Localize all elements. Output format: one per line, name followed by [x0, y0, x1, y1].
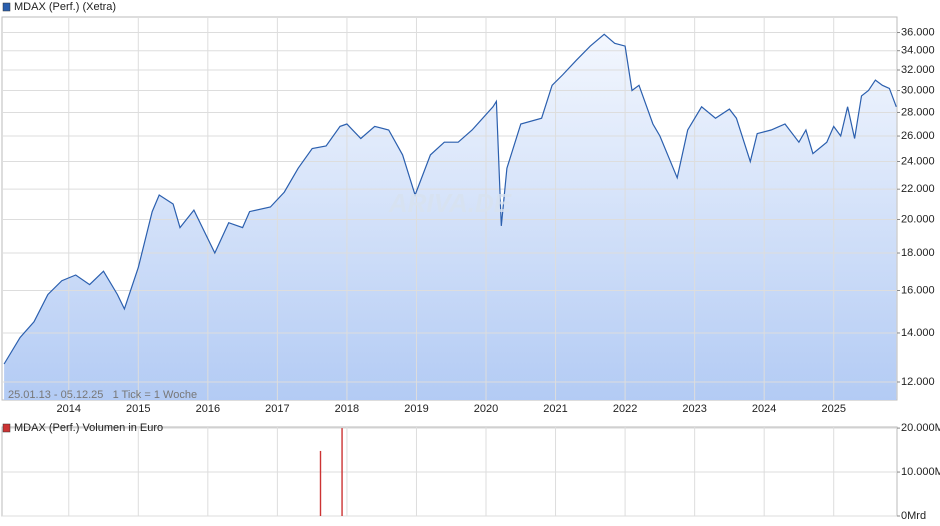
y-tick-label: 36.000 [901, 26, 935, 38]
y-tick-label: 26.000 [901, 130, 935, 142]
y-tick-label: 30.000 [901, 84, 935, 96]
area [4, 34, 897, 401]
x-tick-label: 2018 [335, 403, 359, 415]
legend-label: MDAX (Perf.) Volumen in Euro [14, 422, 163, 434]
y-tick-label: 34.000 [901, 45, 935, 57]
y-tick-label: 18.000 [901, 247, 935, 259]
watermark: ARIVA.DE [388, 188, 512, 218]
legend-swatch [2, 2, 11, 12]
x-tick-label: 2020 [474, 403, 498, 415]
x-tick-label: 2021 [543, 403, 567, 415]
legend-label: MDAX (Perf.) (Xetra) [14, 1, 116, 13]
volume-bar [319, 450, 322, 516]
y-tick-label: 12.000 [901, 376, 935, 388]
y-tick-label: 14.000 [901, 327, 935, 339]
y-tick-label: 20.000M [901, 422, 940, 434]
y-tick-label: 28.000 [901, 106, 935, 118]
x-tick-label: 2024 [752, 403, 776, 415]
y-tick-label: 32.000 [901, 64, 935, 76]
y-tick-label: 0Mrd [901, 510, 926, 522]
x-tick-label: 2023 [682, 403, 706, 415]
price-line [3, 33, 897, 365]
x-tick-label: 2014 [57, 403, 81, 415]
x-tick-label: 2022 [613, 403, 637, 415]
y-tick-label: 22.000 [901, 183, 935, 195]
y-tick-label: 16.000 [901, 284, 935, 296]
y-tick-label: 24.000 [901, 155, 935, 167]
x-tick-label: 2025 [821, 403, 845, 415]
plot-frame [1, 426, 898, 517]
volume-bar [341, 428, 343, 516]
legend-swatch [2, 423, 11, 433]
y-tick-label: 20.000 [901, 213, 935, 225]
x-tick-label: 2016 [196, 403, 220, 415]
x-tick-label: 2017 [265, 403, 289, 415]
x-tick-label: 2015 [126, 403, 150, 415]
x-tick-label: 2019 [404, 403, 428, 415]
annotation: 25.01.13 - 05.12.25 1 Tick = 1 Woche [8, 389, 197, 401]
y-tick-label: 10.000M [901, 466, 940, 478]
